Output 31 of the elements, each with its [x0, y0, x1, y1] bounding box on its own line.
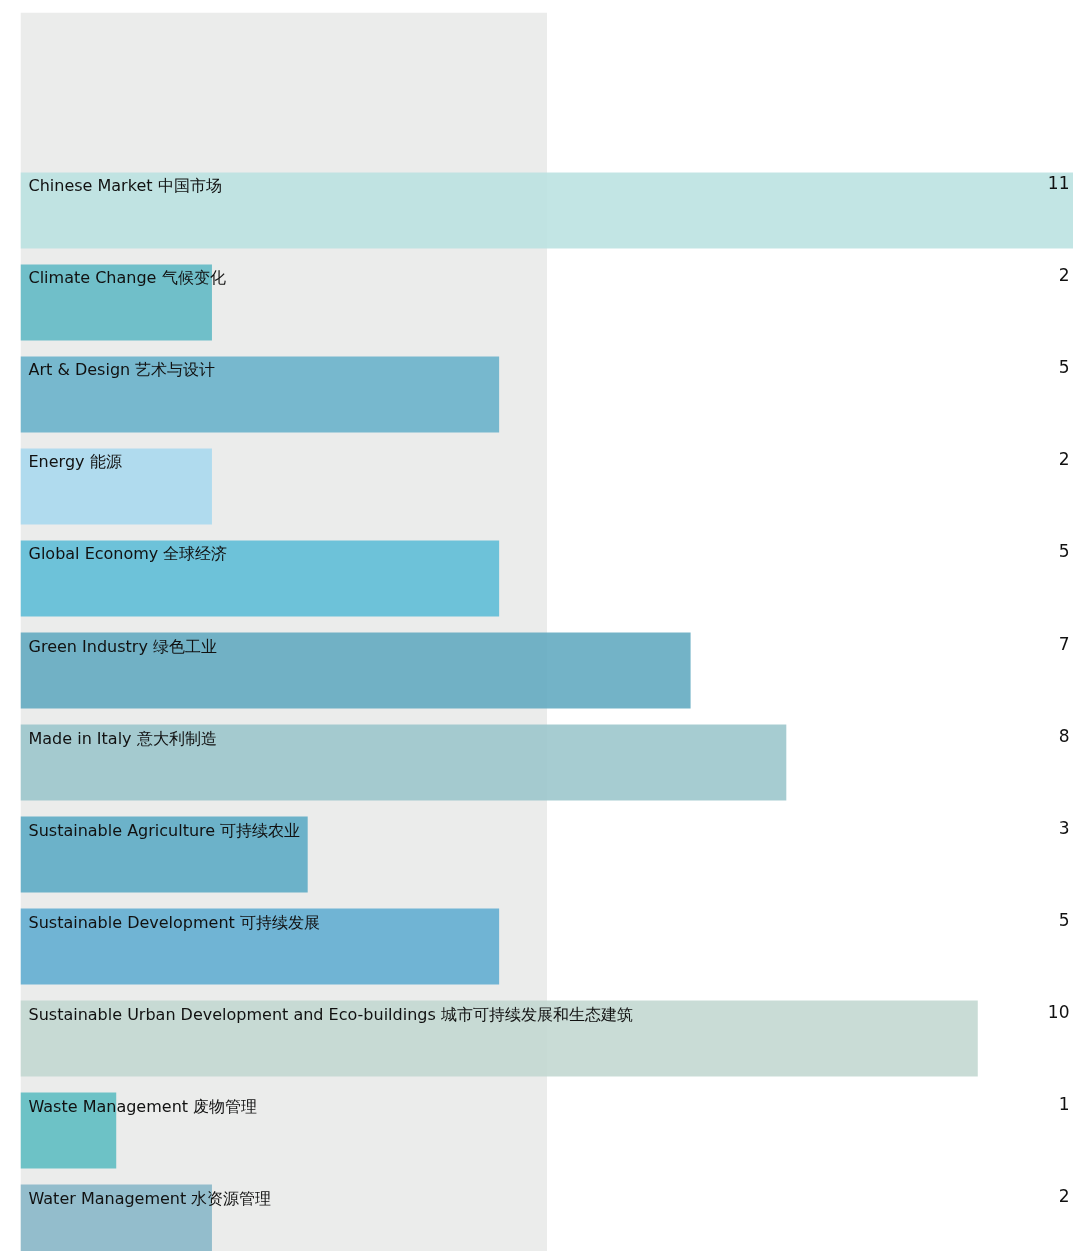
data-label: 2 [1058, 265, 1070, 286]
data-label: 10 [1047, 1001, 1070, 1022]
data-label: 5 [1058, 541, 1070, 562]
y-tick-label: Sustainable Urban Development and Eco-buildings 城市可持续发展和生态建筑 [28, 1004, 633, 1024]
data-label: 3 [1058, 817, 1070, 838]
bar [20, 816, 308, 893]
bar [20, 540, 500, 617]
y-tick-label: Sustainable Agriculture 可持续农业 [28, 820, 301, 840]
bar [20, 724, 787, 801]
y-tick-label: Chinese Market 中国市场 [28, 176, 222, 196]
bar [20, 448, 212, 525]
y-tick-label: Energy 能源 [28, 452, 122, 472]
data-label: 2 [1058, 449, 1070, 470]
data-label: 2 [1058, 1185, 1070, 1206]
data-label: 7 [1058, 633, 1070, 654]
data-label: 8 [1058, 725, 1070, 746]
bar [20, 1000, 978, 1077]
y-tick-label: Made in Italy 意大利制造 [28, 728, 217, 748]
y-tick-label: Sustainable Development 可持续发展 [28, 912, 320, 932]
data-label: 11 [1047, 173, 1070, 194]
y-tick-label: Global Economy 全球经济 [28, 544, 228, 564]
bar [20, 172, 1073, 249]
data-label: 5 [1058, 909, 1070, 930]
bar [20, 632, 691, 709]
bar [20, 908, 500, 985]
y-tick-label: Art & Design 艺术与设计 [28, 360, 216, 380]
data-label: 1 [1058, 1093, 1070, 1114]
bar [20, 356, 500, 433]
y-tick-label: Water Management 水资源管理 [28, 1188, 272, 1208]
y-tick-label: Green Industry 绿色工业 [28, 636, 217, 656]
data-label: 5 [1058, 357, 1070, 378]
